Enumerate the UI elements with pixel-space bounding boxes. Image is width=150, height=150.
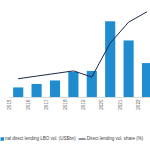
chart: 2015 2016 2017 2018 2019 2020 2021 2022 nal dire… (0, 0, 150, 150)
legend-label: Direct lending vol. share (%) (87, 136, 144, 141)
x-tick-label: 2015 (7, 99, 12, 110)
x-axis (9, 97, 150, 98)
line (18, 12, 147, 79)
bar (13, 87, 23, 97)
bar (32, 84, 42, 97)
x-tick-label: 2020 (99, 99, 104, 110)
x-tick-label: 2022 (136, 99, 141, 110)
x-tick-label: 2019 (81, 99, 86, 110)
bar (68, 72, 78, 97)
bar (142, 63, 150, 97)
legend-label: nal direct lending LBO vol. (US$bn) (5, 136, 76, 141)
x-tick-label: 2016 (26, 99, 31, 110)
legend-swatch (79, 139, 86, 140)
bar (87, 71, 97, 97)
legend-swatch (1, 137, 5, 141)
bar (105, 21, 115, 97)
bar (50, 80, 60, 97)
x-tick-label: 2021 (118, 99, 123, 110)
x-tick-label: 2018 (63, 99, 68, 110)
bar (124, 40, 134, 97)
x-tick-label: 2017 (44, 99, 49, 110)
plot-area (13, 12, 150, 97)
